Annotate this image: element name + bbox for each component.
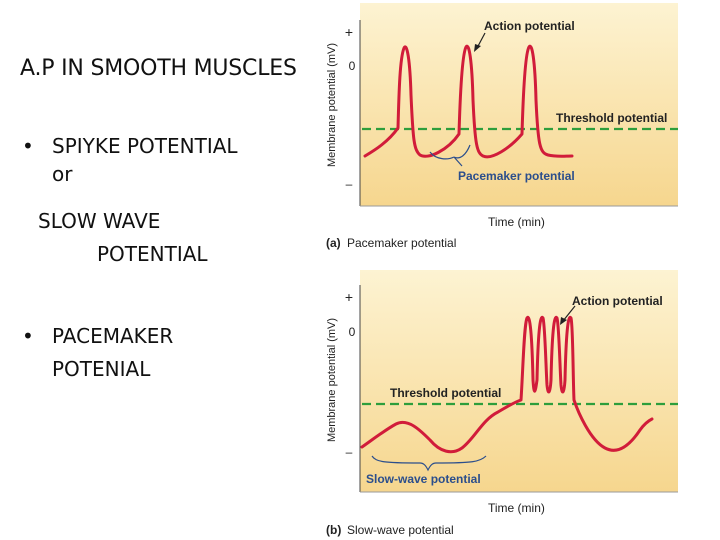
arrow-head-icon [560,317,567,325]
arrow-head-icon [474,44,481,52]
panel-b-slowwave-bracket [371,455,487,472]
panel-a-threshold-label: Threshold potential [556,111,667,125]
bullet-marker: • [22,134,34,158]
panel-a-pacemaker-label: Pacemaker potential [458,169,575,183]
panel-b-y-axis-label: Membrane potential (mV) [326,318,338,442]
bullet-marker: • [22,324,34,348]
panel-a-pacemaker-trace [363,44,574,159]
bullet-line: POTENTIAL [97,242,208,266]
bullet-line: SPIYKE POTENTIAL [52,134,238,158]
panel-b-caption-letter: (b) [326,523,341,537]
panel-a-y-zero: 0 [349,59,356,73]
panel-a-caption-text: Pacemaker potential [347,236,456,250]
bullet-line: or [52,162,73,186]
panel-b-slowwave-trace [360,315,654,454]
panel-a-y-minus: – [346,177,353,191]
panel-b-action-arrow [562,305,576,322]
panel-b-caption-text: Slow-wave potential [347,523,454,537]
panel-a: + 0 – Membrane potential (mV) Action pot… [326,3,678,250]
panel-b-y-zero: 0 [349,325,356,339]
panel-b-y-minus: – [346,445,353,459]
panel-b-y-plus: + [345,289,353,305]
panel-b-action-label: Action potential [572,294,663,308]
panel-a-background [360,3,678,206]
panel-b-x-axis-label: Time (min) [488,501,545,515]
panel-b-threshold-label: Threshold potential [390,386,501,400]
panel-a-y-axis-label: Membrane potential (mV) [326,43,338,167]
bullet-line: PACEMAKER [52,324,174,348]
panel-a-y-plus: + [345,24,353,40]
panel-a-pacemaker-bracket [429,144,471,167]
bullet-line: POTENIAL [52,357,151,381]
panel-b-slowwave-label: Slow-wave potential [366,472,481,486]
panel-b: + 0 – Membrane potential (mV) Action pot… [326,270,678,537]
panel-b-background [360,270,678,492]
panel-a-x-axis-label: Time (min) [488,215,545,229]
panel-a-action-label: Action potential [484,19,575,33]
slide-title: A.P IN SMOOTH MUSCLES [20,56,297,81]
bullet-line: SLOW WAVE [38,209,161,233]
panel-a-caption-letter: (a) [326,236,341,250]
